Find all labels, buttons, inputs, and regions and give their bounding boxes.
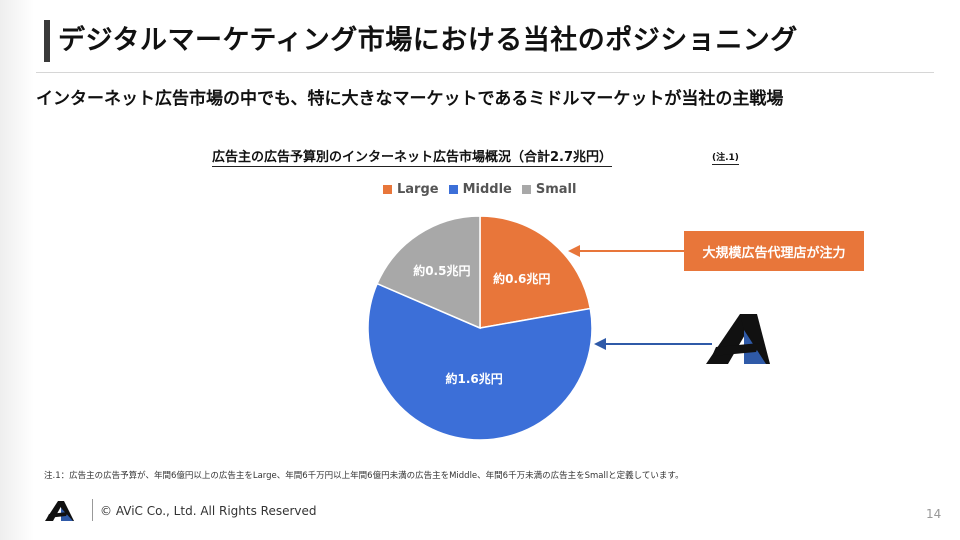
- footer-logo-icon: [44, 498, 76, 526]
- callout-arrow-middle: [594, 338, 712, 350]
- legend-swatch-middle: [448, 185, 458, 194]
- legend-label-small: Small: [535, 182, 577, 197]
- title-accent-bar: [44, 20, 50, 62]
- arrow-head-large: [568, 245, 580, 257]
- legend-item-small: Small: [521, 182, 577, 197]
- legend-label-large: Large: [397, 182, 439, 197]
- legend-item-large: Large: [383, 182, 439, 197]
- pie-label-small: 約0.5兆円: [413, 263, 470, 278]
- chart-title: 広告主の広告予算別のインターネット広告市場概況（合計2.7兆円）: [212, 146, 613, 167]
- legend-swatch-small: [521, 185, 531, 194]
- slide-subtitle: インターネット広告市場の中でも、特に大きなマーケットであるミドルマーケットが当社…: [36, 89, 784, 109]
- page-title: デジタルマーケティング市場における当社のポジショニング: [58, 25, 798, 56]
- chart-legend: Large Middle Small: [383, 182, 586, 197]
- avic-logo-icon: [706, 314, 770, 364]
- legend-item-middle: Middle: [448, 182, 512, 197]
- footer-copyright: © AViC Co., Ltd. All Rights Reserved: [100, 504, 317, 518]
- pie-slice-small: [376, 215, 481, 330]
- footer-separator: [92, 499, 93, 521]
- page-number: 14: [926, 507, 942, 521]
- left-edge-shade: [0, 0, 34, 540]
- legend-swatch-large: [383, 185, 392, 194]
- pie-label-middle: 約1.6兆円: [446, 371, 503, 386]
- title-divider: [36, 72, 934, 73]
- chart-note-ref: (注.1): [712, 150, 739, 165]
- callout-box-large: 大規模広告代理店が注力: [684, 231, 864, 271]
- arrow-head-middle: [594, 338, 606, 350]
- callout-arrow-large: [568, 245, 684, 257]
- footnote: 注.1：広告主の広告予算が、年間6億円以上の広告主をLarge、年間6千万円以上…: [44, 471, 684, 481]
- pie-slice-middle: [367, 282, 593, 441]
- pie-slice-large: [479, 215, 592, 329]
- legend-label-middle: Middle: [462, 182, 512, 197]
- pie-label-large: 約0.6兆円: [493, 271, 550, 286]
